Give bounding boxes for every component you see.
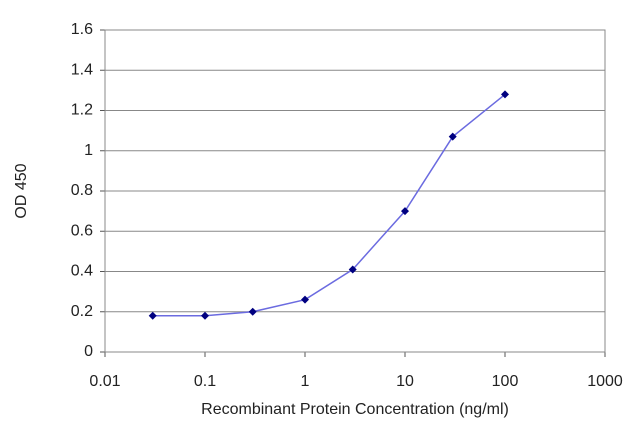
y-tick-label: 0.4 [71,263,93,280]
y-axis-label: OD 450 [13,163,30,218]
y-tick-label: 0.6 [71,222,93,239]
x-tick-label: 0.1 [194,373,216,390]
y-tick-label: 0.2 [71,303,93,320]
x-tick-label: 0.01 [89,373,120,390]
x-tick-label: 1000 [587,373,623,390]
data-point [301,295,309,304]
data-line [152,93,506,317]
data-point [248,307,257,316]
y-tick-label: 1.2 [71,102,93,119]
x-tick-label: 10 [396,373,414,390]
y-tick-label: 1 [84,142,93,159]
y-tick-label: 0.8 [71,182,93,199]
y-tick-label: 1.4 [71,61,93,78]
data-point [448,132,457,141]
data-point [148,311,157,320]
x-tick-label: 1 [301,373,310,390]
data-point [201,311,209,320]
data-point [501,90,509,99]
data-point [401,207,409,216]
plot-border [104,29,606,353]
y-tick-label: 1.6 [71,21,93,38]
x-tick-label: 100 [492,373,519,390]
y-tick-label: 0 [84,343,93,360]
x-axis-label: Recombinant Protein Concentration (ng/ml… [201,401,509,418]
data-point [348,265,357,274]
